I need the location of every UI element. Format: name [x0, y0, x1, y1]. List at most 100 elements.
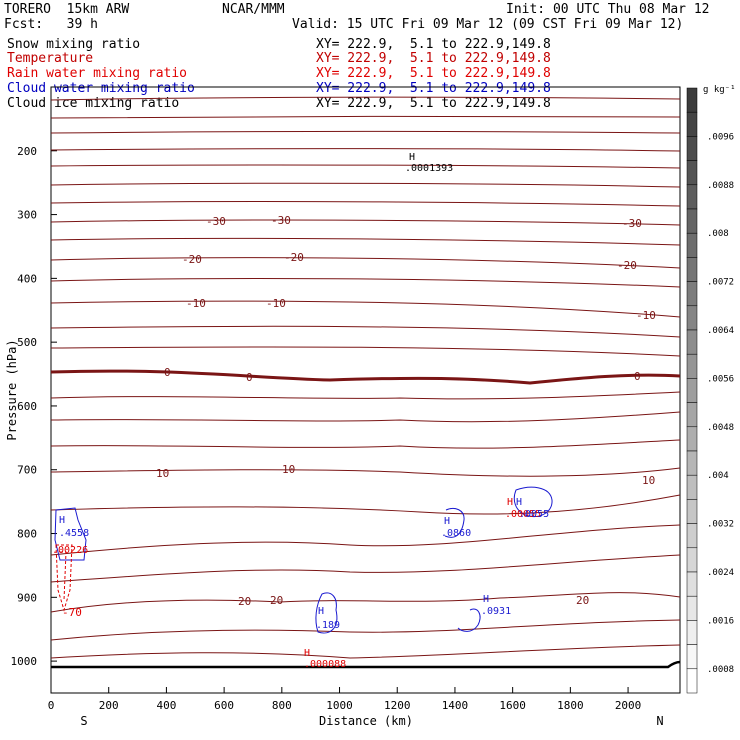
colorbar-label: .0064	[707, 326, 734, 336]
cloud-water-contour	[457, 608, 481, 632]
isotherm	[50, 278, 681, 288]
y-tick-label: 700	[17, 464, 37, 477]
x-axis-title: Distance (km)	[319, 714, 413, 728]
colorbar-label: .008	[707, 229, 729, 239]
isotherm-minus30	[50, 219, 681, 226]
x-tick-label: 0	[48, 699, 55, 712]
colorbar-unit: g kg⁻¹	[703, 85, 736, 95]
temp-label-minus10: -10	[186, 297, 206, 310]
x-tick-label: 1200	[384, 699, 411, 712]
cloud-water-contour	[54, 507, 87, 561]
isotherm-minus20	[50, 257, 681, 269]
isotherm	[50, 644, 681, 659]
max-cloud-water-1600: H .0055	[516, 497, 549, 520]
colorbar-swatch	[686, 378, 698, 403]
init-time: Init: 00 UTC Thu 08 Mar 12	[506, 2, 710, 17]
rain-water-contours	[55, 544, 73, 612]
colorbar-swatch	[686, 620, 698, 645]
terrain-surface	[51, 660, 681, 669]
temp-label-plus20: 20	[270, 594, 283, 607]
colorbar-swatch	[686, 402, 698, 428]
y-axis-title: Pressure (hPa)	[5, 339, 19, 440]
max-snow: H .0001393	[405, 152, 453, 174]
colorbar-label: .0088	[707, 181, 734, 191]
temp-label-zero: 0	[164, 366, 171, 379]
cloud-water-contour	[444, 507, 465, 538]
colorbar-swatch	[686, 571, 698, 597]
temp-label-minus20: -20	[617, 259, 637, 272]
y-axis-ticks: 200 300 400 500 600 700 800 900 1000	[11, 145, 57, 668]
colorbar: .0096 .0088 .008 .0072 .0064 .0056 .0048 .004 .0…	[686, 87, 734, 694]
isotherm	[50, 131, 681, 134]
isotherm-zero	[50, 369, 681, 385]
colorbar-swatch	[686, 499, 698, 524]
colorbar-swatch	[686, 474, 698, 500]
y-tick-label: 800	[17, 528, 37, 541]
temp-label-zero: 0	[634, 370, 641, 383]
temp-label-minus10: -10	[266, 297, 286, 310]
colorbar-label: .0096	[707, 132, 734, 142]
max-marker: H	[516, 497, 522, 508]
cloud-water-contours	[54, 486, 553, 634]
colorbar-swatch	[686, 329, 698, 355]
x-tick-label: 1400	[442, 699, 469, 712]
max-value: .0860	[441, 528, 471, 539]
isotherm	[50, 182, 681, 188]
x-endpoint-north: N	[656, 714, 663, 728]
colorbar-label: .0024	[707, 568, 734, 578]
colorbar-label: .0072	[707, 278, 734, 288]
field-name-temperature: Temperature	[7, 51, 94, 66]
field-xy-temperature: XY= 222.9, 5.1 to 222.9,149.8	[316, 51, 551, 66]
rain-water-contour	[55, 544, 73, 612]
max-marker: H	[483, 594, 489, 605]
x-tick-label: 1600	[499, 699, 526, 712]
max-marker: H	[304, 648, 310, 659]
max-cloud-water-south: H .4558	[59, 515, 89, 539]
isotherm	[50, 411, 681, 423]
y-tick-label: 300	[17, 209, 37, 222]
max-value: .000088	[304, 659, 346, 670]
max-marker: H	[59, 515, 65, 526]
colorbar-label: .004	[707, 471, 729, 481]
isotherm-plus10	[50, 467, 681, 477]
colorbar-label: .0056	[707, 374, 734, 384]
colorbar-label: .0048	[707, 423, 734, 433]
x-endpoint-south: S	[80, 714, 87, 728]
colorbar-swatch	[686, 595, 698, 621]
colorbar-swatch	[686, 136, 698, 161]
x-axis-ticks: 0 200 400 600 800 1000 1200 1400 1600 1800 2000	[48, 687, 642, 712]
temp-label-minus30: -30	[622, 217, 642, 230]
colorbar-swatch	[686, 160, 698, 186]
max-marker: H	[507, 497, 513, 508]
max-cloud-water-1500: H .0931	[481, 594, 511, 617]
max-cloud-water-900: H .189	[316, 606, 340, 631]
temp-label-plus20: 20	[576, 594, 589, 607]
colorbar-label: .0016	[707, 616, 734, 626]
model-title: TORERO 15km ARW	[4, 2, 130, 17]
colorbar-label: .0032	[707, 520, 734, 530]
colorbar-swatch	[686, 111, 698, 137]
org-label: NCAR/MMM	[222, 2, 285, 17]
max-marker: H	[409, 152, 415, 163]
colorbar-swatch	[686, 281, 698, 307]
max-value: .00055	[505, 509, 541, 520]
isotherm	[50, 439, 681, 449]
y-tick-label: 1000	[11, 655, 38, 668]
temp-label-minus30: -30	[271, 214, 291, 227]
max-value: .0001393	[405, 163, 453, 174]
x-tick-label: 2000	[615, 699, 642, 712]
isotherm	[50, 524, 681, 556]
temp-label-minus30: -30	[206, 215, 226, 228]
field-xy-cloud-ice: XY= 222.9, 5.1 to 222.9,149.8	[316, 96, 551, 111]
max-value: .4558	[59, 528, 89, 539]
colorbar-swatch	[686, 668, 698, 694]
x-tick-label: 600	[214, 699, 234, 712]
colorbar-swatch	[686, 450, 698, 476]
y-tick-label: 200	[17, 145, 37, 158]
field-xy-snow: XY= 222.9, 5.1 to 222.9,149.8	[316, 37, 551, 52]
field-name-snow: Snow mixing ratio	[7, 37, 141, 52]
cloud-water-contour	[315, 592, 338, 634]
isotherm	[50, 201, 681, 207]
forecast-hour: Fcst: 39 h	[4, 17, 98, 32]
temp-label-plus20: 20	[238, 595, 251, 608]
